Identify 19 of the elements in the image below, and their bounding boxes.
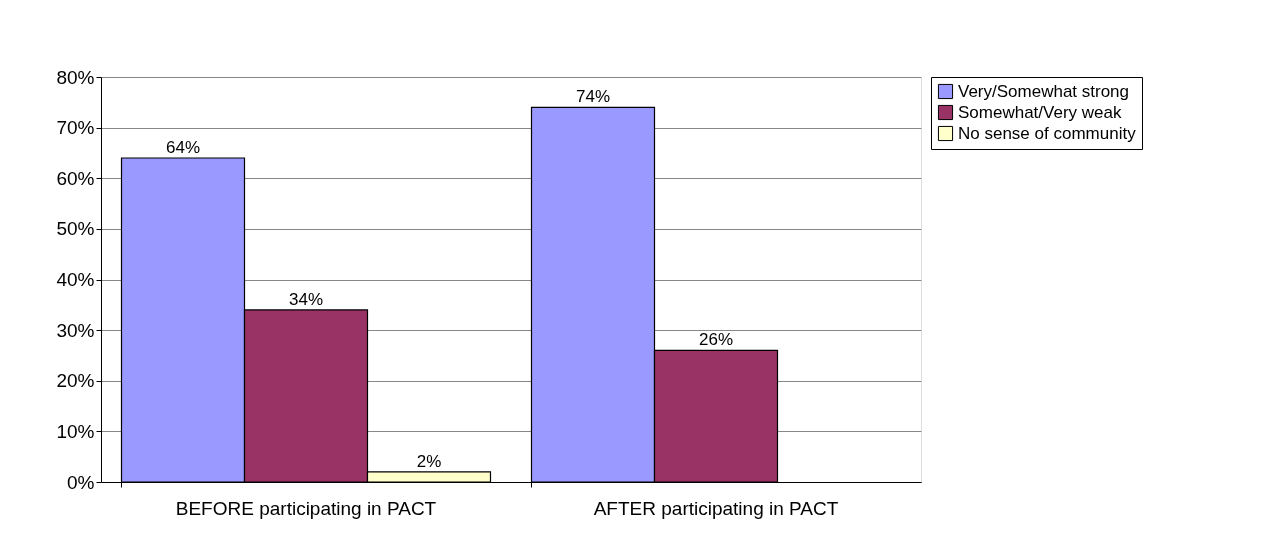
y-tick-label: 70% [56,117,95,139]
legend-label: Somewhat/Very weak [958,102,1122,122]
data-label: 26% [698,330,734,350]
data-label: 2% [416,451,442,471]
y-tick-label: 20% [56,370,95,392]
x-tick-label: BEFORE participating in PACT [175,497,437,519]
y-tick-label: 10% [56,420,95,442]
y-tick-label: 50% [56,218,95,240]
data-label: 64% [165,138,201,157]
legend-label: No sense of community [958,123,1137,143]
y-tick-label: 40% [56,269,95,290]
data-label: 34% [288,289,324,309]
x-tick-label: AFTER participating in PACT [593,497,839,519]
data-label: 74% [575,87,611,107]
y-tick-label: 80% [56,66,95,88]
y-tick-label: 0% [67,471,95,493]
y-tick-label: 30% [56,319,95,341]
legend-label: Very/Somewhat strong [958,81,1130,101]
y-tick-label: 60% [56,167,95,189]
